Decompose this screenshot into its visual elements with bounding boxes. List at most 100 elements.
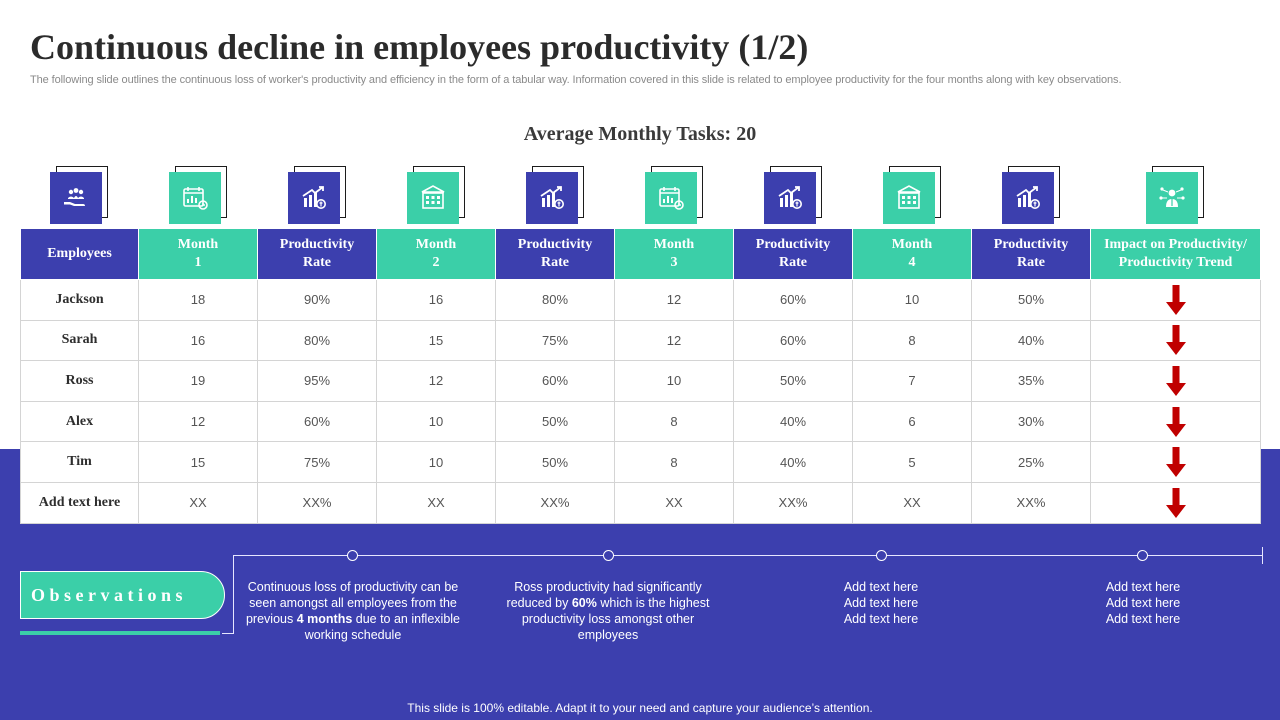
task-count-cell: 7 <box>852 360 972 402</box>
timeline-dot <box>876 550 887 561</box>
timeline-connector-foot <box>222 633 234 634</box>
task-count-cell: 8 <box>852 319 972 362</box>
observation-text-2: Ross productivity had significantly redu… <box>493 579 723 643</box>
down-arrow-icon <box>1165 406 1186 437</box>
column-header-line: Impact on Productivity/ <box>1104 237 1247 252</box>
task-count-cell: 19 <box>138 360 258 402</box>
timeline-dot <box>1137 550 1148 561</box>
building-calendar-icon <box>883 172 935 224</box>
column-header-line: Rate <box>541 255 569 270</box>
column-header-line: Month <box>177 237 219 252</box>
observation-text-4: Add text here Add text here Add text here <box>1028 579 1258 627</box>
column-header: Employees <box>20 228 139 280</box>
observation-line: Add text here <box>1105 596 1181 610</box>
employee-name: Jackson <box>20 279 139 321</box>
observations-label-text: Observations <box>31 584 188 605</box>
productivity-rate-cell: 40% <box>971 319 1091 362</box>
task-count-cell: XX <box>138 481 258 524</box>
bar-growth-icon <box>526 172 578 224</box>
header-icon-tile <box>169 166 227 224</box>
bar-growth-icon <box>1002 172 1054 224</box>
task-count-cell: 8 <box>614 400 734 443</box>
productivity-rate-cell: 60% <box>495 360 615 402</box>
productivity-rate-cell: 60% <box>733 279 853 321</box>
header-icon-tile <box>1002 166 1060 224</box>
column-header-line: 2 <box>432 255 440 270</box>
column-header-line: 4 <box>908 255 916 270</box>
observation-highlight: 60% <box>571 596 597 610</box>
productivity-table: Employees Month 1 Productivity Rate Month 2 Pro… <box>20 228 1261 524</box>
task-count-cell: 16 <box>138 319 258 362</box>
timeline-end-tick <box>1262 547 1263 564</box>
productivity-rate-cell: XX% <box>257 481 377 524</box>
productivity-rate-cell: XX% <box>733 481 853 524</box>
building-calendar-icon <box>407 172 459 224</box>
observation-line: Add text here <box>1105 612 1181 626</box>
header-icon-tile <box>883 166 941 224</box>
task-count-cell: 12 <box>376 360 496 402</box>
column-header: Productivity Rate <box>971 228 1091 280</box>
productivity-rate-cell: 50% <box>733 360 853 402</box>
task-count-cell: 8 <box>614 441 734 483</box>
employee-name: Add text here <box>20 481 139 524</box>
column-header-line: Productivity <box>517 237 593 252</box>
trend-cell <box>1090 441 1261 483</box>
trend-cell <box>1090 481 1261 524</box>
task-count-cell: 10 <box>376 400 496 443</box>
column-header: Productivity Rate <box>495 228 615 280</box>
column-header: Month 4 <box>852 228 972 280</box>
header-icon-tile <box>288 166 346 224</box>
observation-line: Add text here <box>1105 580 1181 594</box>
timeline-dot <box>347 550 358 561</box>
calendar-chart-icon <box>169 172 221 224</box>
task-count-cell: 10 <box>376 441 496 483</box>
header-icon-tile <box>50 166 108 224</box>
table-row: Sarah 16 80% 15 75% 12 60% 8 40% <box>20 319 1261 362</box>
productivity-rate-cell: 60% <box>733 319 853 362</box>
task-count-cell: XX <box>376 481 496 524</box>
column-header-line: 1 <box>194 255 202 270</box>
down-arrow-icon <box>1165 325 1186 356</box>
column-header-line: Productivity <box>279 237 355 252</box>
timeline-line <box>233 555 1263 556</box>
productivity-rate-cell: 50% <box>971 279 1091 321</box>
page-subtitle: The following slide outlines the continu… <box>30 74 1122 86</box>
productivity-rate-cell: XX% <box>971 481 1091 524</box>
bar-growth-icon <box>288 172 340 224</box>
table-row: Jackson 18 90% 16 80% 12 60% 10 50% <box>20 279 1261 321</box>
task-count-cell: 16 <box>376 279 496 321</box>
bar-growth-icon <box>764 172 816 224</box>
table-row: Ross 19 95% 12 60% 10 50% 7 35% <box>20 360 1261 402</box>
task-count-cell: 15 <box>138 441 258 483</box>
person-network-icon <box>1146 172 1198 224</box>
observation-fragment: Continuous loss of productivity can be s… <box>245 580 459 626</box>
observation-line: Add text here <box>843 580 919 594</box>
header-icon-tile <box>1146 166 1204 224</box>
column-header-line: Month <box>653 237 695 252</box>
column-header-line: Rate <box>1017 255 1045 270</box>
column-header-line: Productivity <box>755 237 831 252</box>
column-header-line: Rate <box>779 255 807 270</box>
observation-fragment: due to an inflexible working schedule <box>304 612 460 642</box>
observation-line: Add text here <box>843 612 919 626</box>
column-header-line: Month <box>891 237 933 252</box>
table-row: Add text here XX XX% XX XX% XX XX% XX XX% <box>20 481 1261 524</box>
productivity-rate-cell: 40% <box>733 400 853 443</box>
productivity-rate-cell: 40% <box>733 441 853 483</box>
task-count-cell: 12 <box>138 400 258 443</box>
header-icon-tile <box>526 166 584 224</box>
task-count-cell: 10 <box>614 360 734 402</box>
employee-name: Sarah <box>20 319 139 362</box>
observation-fragment: Ross productivity had significantly redu… <box>506 580 702 610</box>
timeline-connector <box>233 555 234 634</box>
hand-people-icon <box>50 172 102 224</box>
productivity-rate-cell: 30% <box>971 400 1091 443</box>
productivity-rate-cell: 25% <box>971 441 1091 483</box>
productivity-rate-cell: 75% <box>257 441 377 483</box>
employee-name: Ross <box>20 360 139 402</box>
trend-cell <box>1090 279 1261 321</box>
task-count-cell: 6 <box>852 400 972 443</box>
observation-fragment: which is the highest productivity loss a… <box>521 596 710 642</box>
header-icon-tile <box>764 166 822 224</box>
productivity-rate-cell: 35% <box>971 360 1091 402</box>
